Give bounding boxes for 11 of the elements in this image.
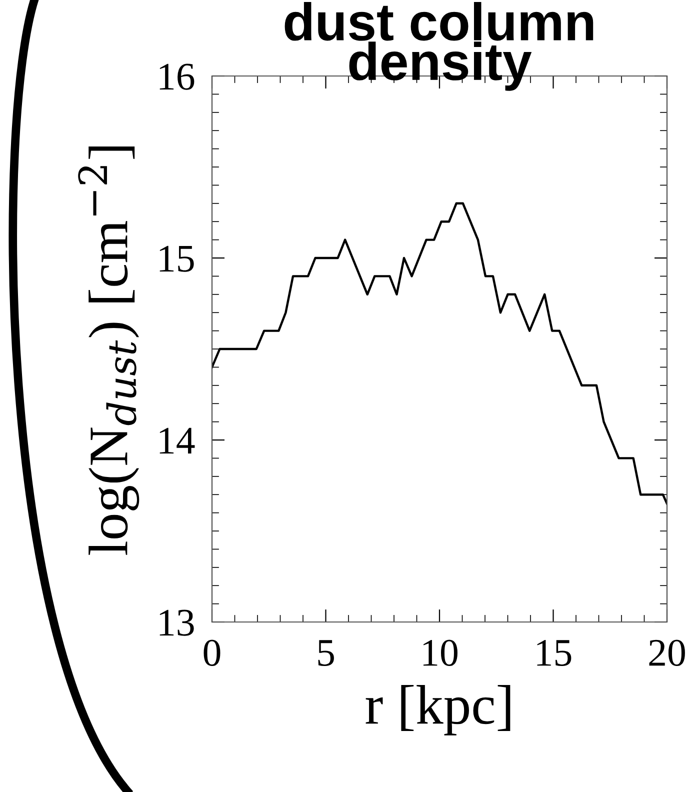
y-axis-title: log(N$_{dust}$) [cm$^{−2}$] <box>78 146 140 555</box>
y-tick-label: 15 <box>160 246 194 272</box>
y-tick-label: 14 <box>160 428 195 454</box>
y-tick-label: 16 <box>160 64 194 90</box>
x-tick-label: 20 <box>649 640 685 666</box>
x-tick-label: 15 <box>537 640 572 666</box>
y-tick-label: 13 <box>160 610 194 636</box>
x-tick-label: 10 <box>423 640 458 666</box>
x-tick-label: 0 <box>204 640 220 666</box>
x-axis-title: r [kpc] <box>366 685 510 736</box>
x-tick-label: 5 <box>318 640 334 666</box>
